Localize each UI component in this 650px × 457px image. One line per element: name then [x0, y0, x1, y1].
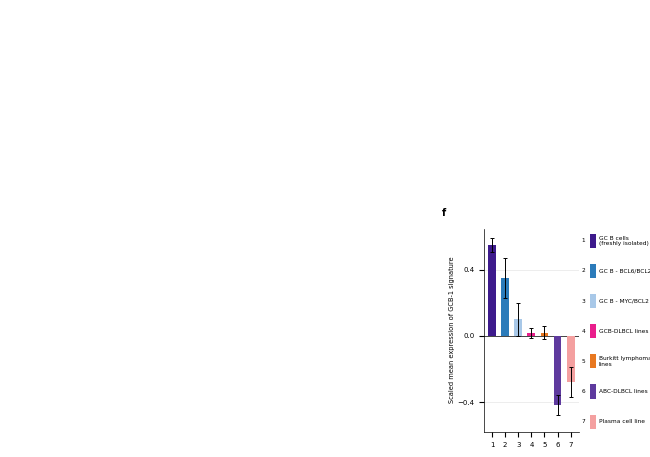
Text: ABC-DLBCL lines: ABC-DLBCL lines [599, 389, 647, 394]
Bar [541, 333, 549, 336]
Bar [527, 333, 536, 336]
Text: Burkitt lymphoma
lines: Burkitt lymphoma lines [599, 356, 650, 367]
Text: 6: 6 [582, 389, 586, 394]
Bar [554, 336, 562, 405]
Text: 1: 1 [582, 238, 586, 243]
Y-axis label: Scaled mean expression of GCB-1 signature: Scaled mean expression of GCB-1 signatur… [448, 257, 455, 404]
Text: 4: 4 [582, 329, 586, 334]
Text: 3: 3 [582, 298, 586, 303]
Bar [590, 354, 595, 368]
Bar [488, 245, 496, 336]
Text: 7: 7 [582, 419, 586, 424]
Text: 5: 5 [582, 359, 586, 364]
Bar [590, 384, 595, 399]
Bar [567, 336, 575, 382]
Bar [590, 324, 595, 338]
Bar [590, 234, 595, 248]
Bar [590, 294, 595, 308]
Text: 2: 2 [582, 268, 586, 273]
Bar [590, 414, 595, 429]
Bar [501, 278, 509, 336]
Text: GC B - MYC/BCL2: GC B - MYC/BCL2 [599, 298, 649, 303]
Text: GC B - BCL6/BCL2: GC B - BCL6/BCL2 [599, 268, 650, 273]
Text: f: f [442, 208, 446, 218]
Text: GCB-DLBCL lines: GCB-DLBCL lines [599, 329, 649, 334]
Bar [590, 264, 595, 278]
Text: GC B cells
(freshly isolated): GC B cells (freshly isolated) [599, 235, 649, 246]
Bar [514, 319, 522, 336]
Text: Plasma cell line: Plasma cell line [599, 419, 645, 424]
